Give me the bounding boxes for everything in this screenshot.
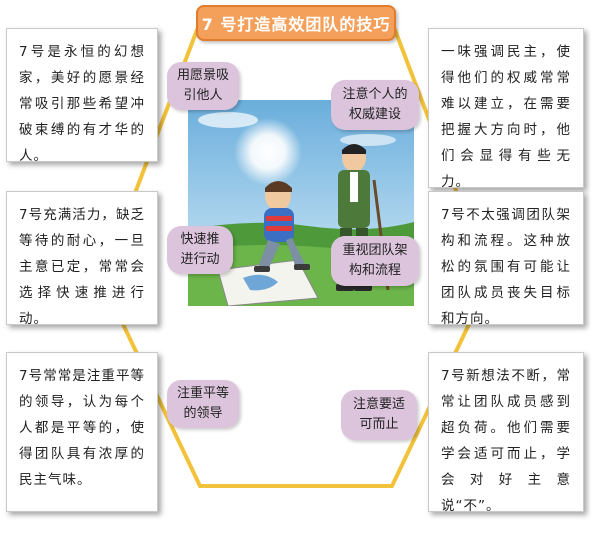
card-moderation: 7号新想法不断，常常让团队成员感到超负荷。他们需要学会适可而止，学会对好主意说“… (428, 352, 584, 514)
page-title: 7 号打造高效团队的技巧 (196, 5, 396, 41)
card-structure: 7号不太强调团队架构和流程。这种放松的氛围有可能让团队成员丧失目标和方向。 (428, 191, 584, 327)
sun-icon (234, 118, 302, 186)
card-fast-action: 7号充满活力，缺乏等待的耐心，一旦主意已定，常常会选择快速推进行动。 (6, 191, 158, 327)
label-equality: 注重平等的领导 (167, 380, 239, 428)
label-vision: 用愿景吸引他人 (167, 62, 239, 110)
label-structure: 重视团队架构和流程 (331, 236, 419, 286)
label-fast-action: 快速推进行动 (167, 226, 233, 274)
card-equality: 7号常常是注重平等的领导，认为每个人都是平等的，使得团队具有浓厚的民主气味。 (6, 352, 158, 512)
card-authority: 一味强调民主，使得他们的权威常常难以建立，在需要把握大方向时，他们会显得有些无力… (428, 28, 584, 190)
sitting-person-icon (254, 181, 310, 272)
label-authority: 注意个人的权威建设 (331, 80, 419, 130)
illustration-scene (188, 100, 414, 306)
card-vision: 7号是永恒的幻想家，美好的愿景经常吸引那些希望冲破束缚的有才华的人。 (6, 28, 158, 164)
label-moderation: 注意要适可而止 (341, 390, 417, 440)
